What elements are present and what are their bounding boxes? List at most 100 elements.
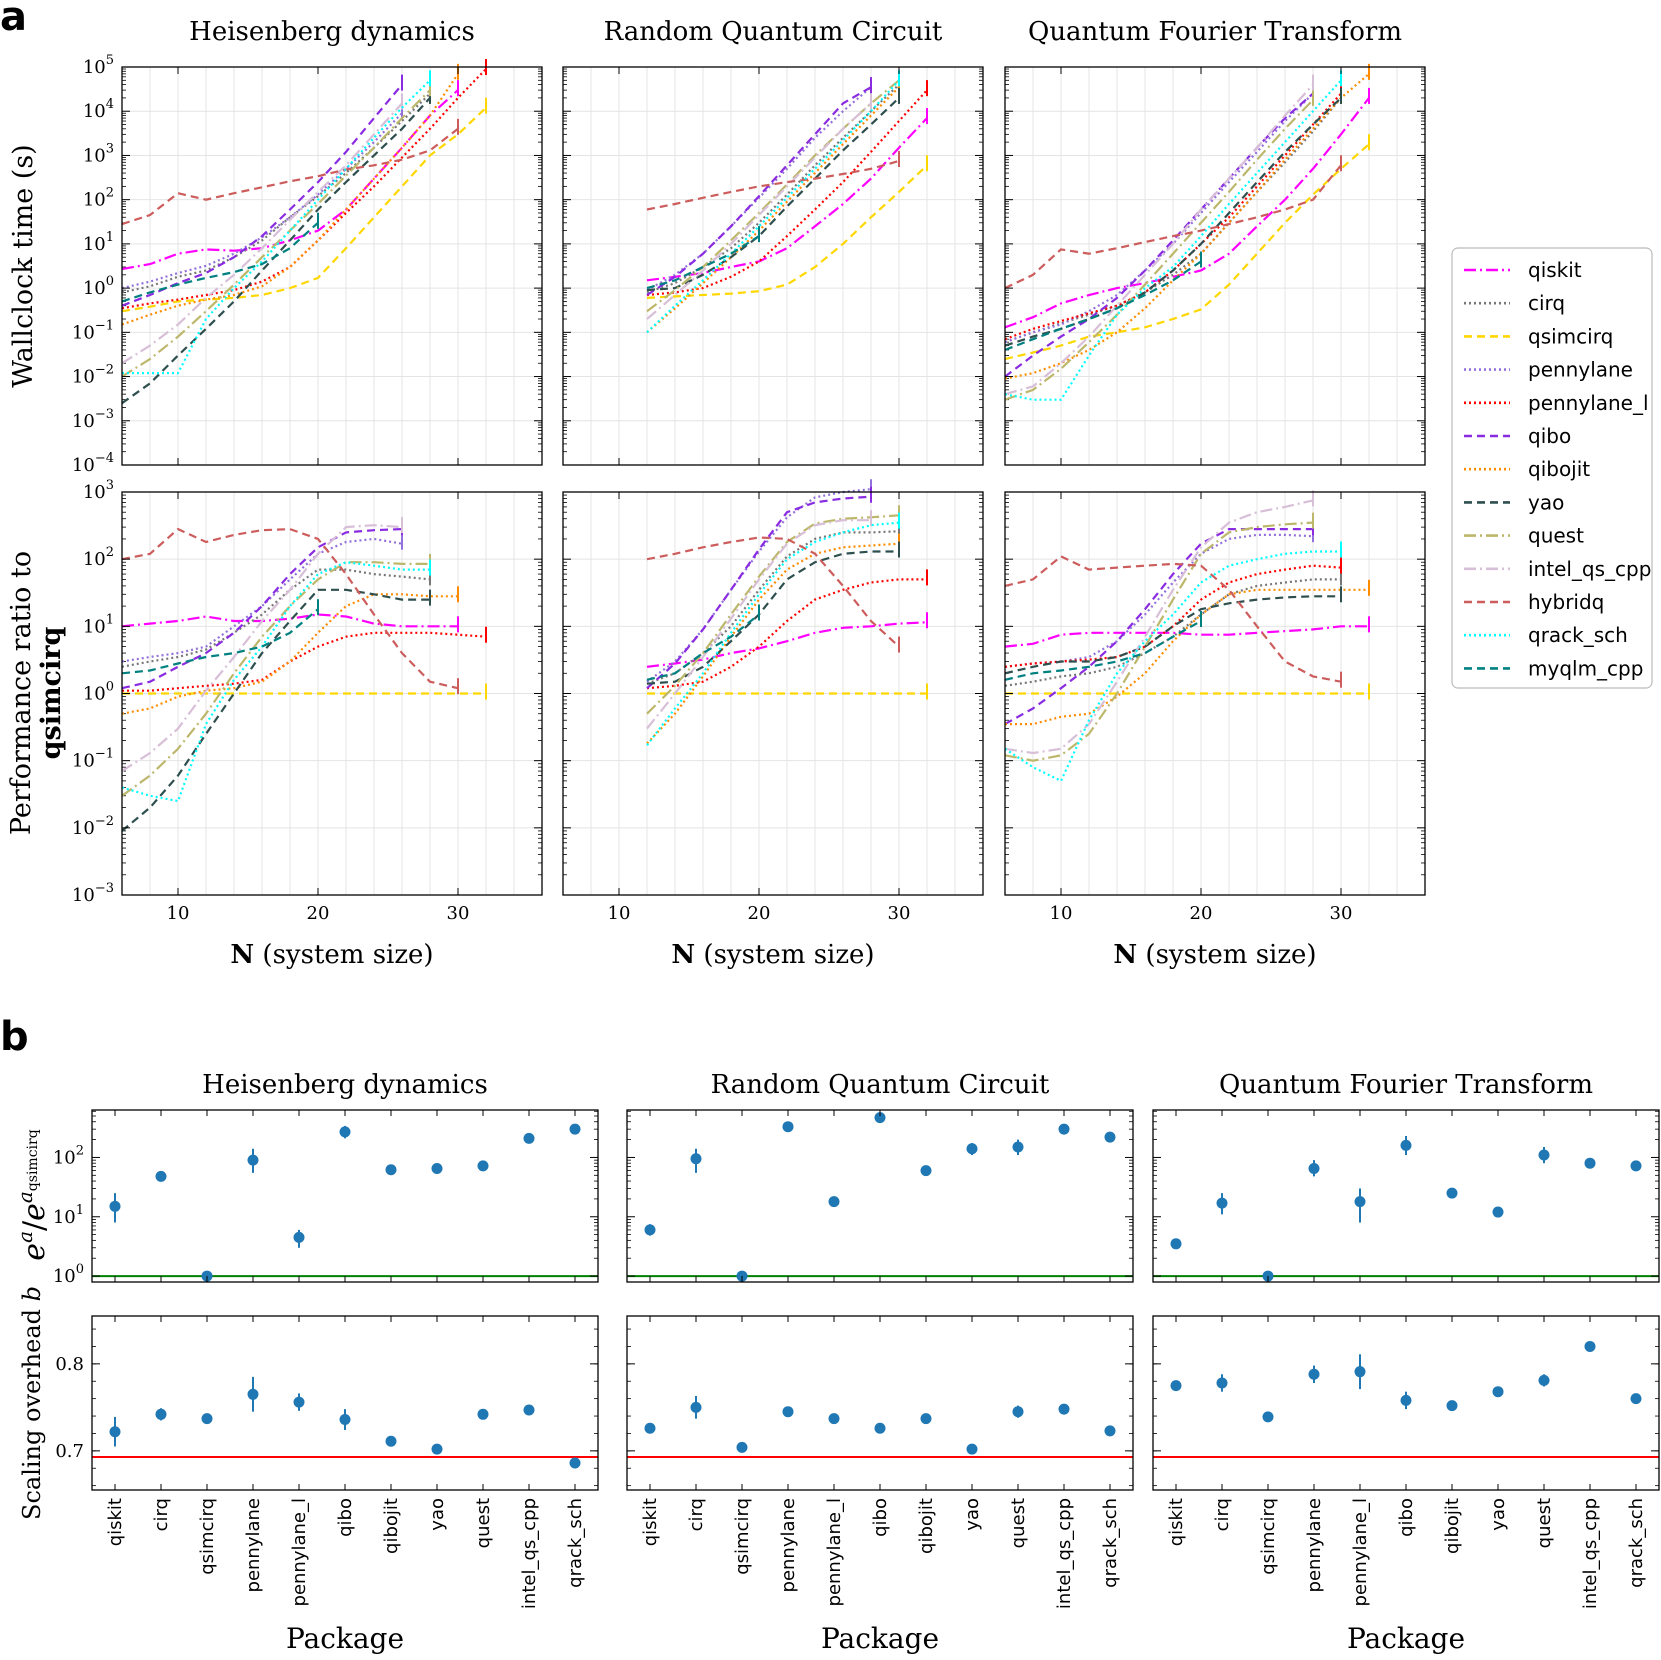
series-line-qsimcirq <box>121 106 487 313</box>
legend-label: myqlm_cpp <box>1528 656 1643 680</box>
data-point-cirq <box>690 1153 702 1165</box>
series-line-yao <box>646 97 900 292</box>
x-axis-label: Package <box>286 1622 404 1655</box>
legend-item-yao: yao <box>1464 490 1564 514</box>
data-point-pennylane <box>782 1406 794 1418</box>
x-tick-label: 20 <box>307 903 330 924</box>
series-line-qsimcirq <box>1004 143 1370 361</box>
series-line-myqlm_cpp <box>646 613 760 681</box>
data-point-qibojit <box>385 1435 397 1447</box>
series-line-quest <box>646 514 900 715</box>
category-label-qibo: qibo <box>1396 1498 1417 1537</box>
data-point-qsimcirq <box>201 1413 213 1425</box>
series-line-intel_qs_cpp <box>121 102 403 365</box>
series-line-pennylane <box>121 537 403 663</box>
legend-item-qiskit: qiskit <box>1464 258 1582 282</box>
y-tick-label: 101 <box>83 230 114 255</box>
series-line-yao <box>121 97 431 405</box>
data-point-intel_qs_cpp <box>1584 1157 1596 1169</box>
data-point-intel_qs_cpp <box>1058 1403 1070 1415</box>
y-tick-label: 10−2 <box>72 363 114 388</box>
category-label-cirq: cirq <box>1212 1498 1233 1531</box>
series-line-qibo <box>646 86 872 296</box>
chart-title: Quantum Fourier Transform <box>1219 1070 1593 1100</box>
legend-label: pennylane_l <box>1528 391 1649 415</box>
category-label-pennylane_l: pennylane_l <box>824 1498 845 1606</box>
y-tick-label: 10−3 <box>72 881 114 906</box>
category-label-qiskit: qiskit <box>105 1498 126 1546</box>
data-point-cirq <box>155 1170 167 1182</box>
series-line-hybridq <box>121 127 459 226</box>
data-point-qiskit <box>644 1224 656 1236</box>
series-line-qibo <box>1004 527 1313 726</box>
series-line-pennylane <box>646 488 872 683</box>
data-point-qrack_sch <box>1630 1393 1642 1405</box>
category-label-qiskit: qiskit <box>640 1498 661 1546</box>
y-axis-label-ratio-bold: qsimcirq <box>36 627 67 760</box>
x-tick-label: 10 <box>1050 903 1073 924</box>
x-tick-label: 10 <box>167 903 190 924</box>
x-axis-label: N (system size) <box>230 940 433 970</box>
data-point-pennylane_l <box>293 1396 305 1408</box>
y-tick-label: 101 <box>53 1203 84 1228</box>
category-label-quest: quest <box>1008 1498 1029 1548</box>
x-tick-label: 20 <box>1190 903 1213 924</box>
data-point-qibo <box>339 1126 351 1138</box>
data-point-yao <box>431 1163 443 1175</box>
x-axis-label: N (system size) <box>671 940 874 970</box>
x-tick-label: 10 <box>608 903 631 924</box>
series-line-qrack_sch <box>122 79 431 375</box>
data-point-qrack_sch <box>569 1123 581 1135</box>
chart-a-time-3: Quantum Fourier Transform <box>1004 17 1426 466</box>
data-point-pennylane_l <box>1354 1196 1366 1208</box>
data-point-qiskit <box>1170 1238 1182 1250</box>
category-label-yao: yao <box>962 1498 983 1531</box>
data-point-qiskit <box>109 1200 121 1212</box>
category-label-quest: quest <box>1534 1498 1555 1548</box>
series-line-cirq <box>1004 578 1341 687</box>
data-point-qrack_sch <box>569 1457 581 1469</box>
data-point-pennylane <box>1308 1368 1320 1380</box>
series-line-myqlm_cpp <box>1004 260 1202 351</box>
series-line-yao <box>1004 595 1341 675</box>
data-point-qsimcirq <box>736 1441 748 1453</box>
legend-item-quest: quest <box>1464 524 1584 548</box>
series-line-qibo <box>646 495 872 690</box>
series-line-cirq <box>646 83 900 294</box>
y-axis-label-scaling: Scaling overhead b <box>18 1286 46 1520</box>
legend-item-hybridq: hybridq <box>1464 590 1604 614</box>
y-tick-label: 100 <box>83 274 114 299</box>
data-point-quest <box>477 1160 489 1172</box>
y-tick-label: 0.7 <box>55 1441 84 1462</box>
series-line-pennylane <box>1004 533 1314 668</box>
series-line-cirq <box>646 530 900 685</box>
plot-frame <box>562 66 984 466</box>
category-label-cirq: cirq <box>151 1498 172 1531</box>
x-tick-label: 30 <box>447 903 470 924</box>
series-line-intel_qs_cpp <box>121 524 403 773</box>
y-tick-label: 104 <box>83 97 114 122</box>
data-point-quest <box>1012 1141 1024 1153</box>
legend-item-pennylane: pennylane <box>1464 358 1633 382</box>
data-point-pennylane <box>247 1388 259 1400</box>
chart-a-time-1: 10−4 10−3 10−2 10−1 100 101 102 103 104 105 Heisen… <box>72 17 543 476</box>
plot-frame <box>121 66 543 466</box>
series-line-qiskit <box>1004 625 1369 648</box>
chart-a-ratio-2: 10 20 30 N (system size) <box>562 479 984 970</box>
x-tick-label: 30 <box>888 903 911 924</box>
legend-label: qiskit <box>1528 258 1582 282</box>
panel-a: 10−4 10−3 10−2 10−1 100 101 102 103 104 105 Heisen… <box>6 17 1426 970</box>
y-axis-label-ratio: Performance ratio to <box>6 551 37 835</box>
panel-b-label: b <box>0 1014 29 1060</box>
data-point-intel_qs_cpp <box>1058 1123 1070 1135</box>
plot-frame <box>626 1109 1134 1283</box>
category-label-qibojit: qibojit <box>916 1498 937 1554</box>
series-line-intel_qs_cpp <box>1004 499 1314 755</box>
data-point-yao <box>431 1443 443 1455</box>
y-tick-label: 102 <box>53 1143 84 1168</box>
category-label-pennylane: pennylane <box>778 1498 799 1592</box>
chart-b-ratio-3: Quantum Fourier Transform <box>1152 1070 1660 1283</box>
category-label-qibojit: qibojit <box>381 1498 402 1554</box>
category-label-qibo: qibo <box>335 1498 356 1537</box>
